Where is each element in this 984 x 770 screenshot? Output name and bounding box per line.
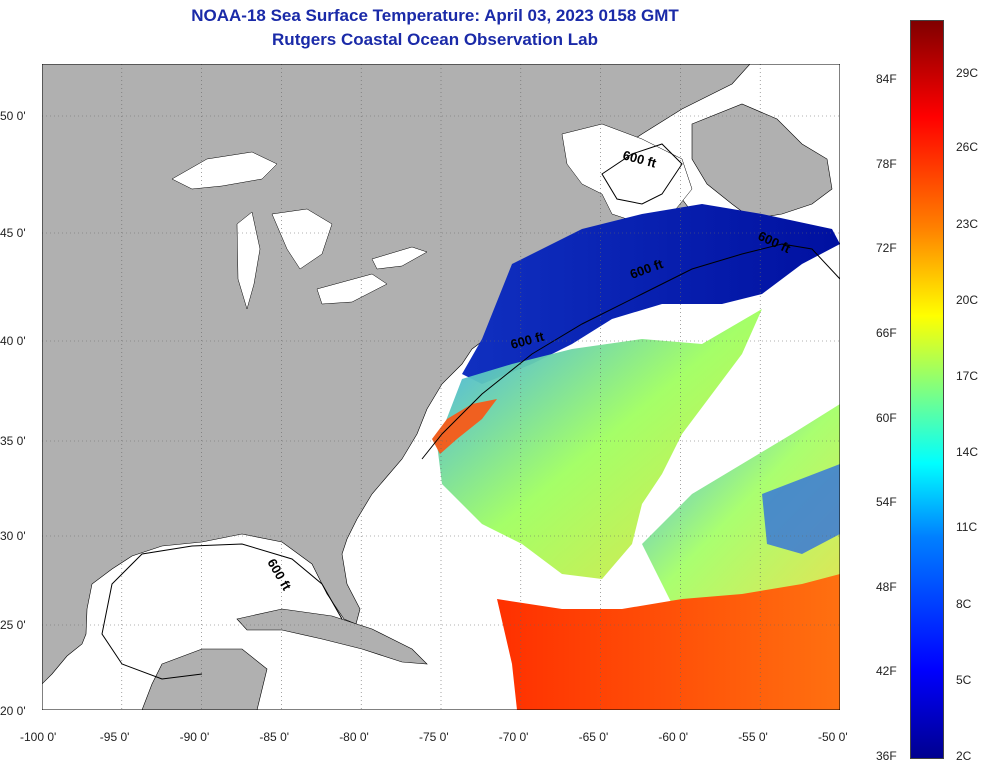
lon-label: -95 0'	[99, 730, 130, 744]
lon-label: -85 0'	[259, 730, 290, 744]
lat-label: 50 0'	[0, 109, 26, 123]
600ft-contour-stlawrence	[601, 143, 683, 205]
sst-mid-band	[437, 309, 762, 579]
colorbar-f-label: 84F	[876, 72, 897, 86]
lon-label: -70 0'	[498, 730, 529, 744]
colorbar-c-label: 20C	[956, 293, 979, 307]
lon-label: -60 0'	[658, 730, 689, 744]
colorbar-c-label: 17C	[956, 369, 979, 383]
gulf-stream	[432, 399, 497, 454]
newfoundland-land	[691, 103, 833, 220]
colorbar-c-label: 23C	[956, 217, 979, 231]
lat-label: 40 0'	[0, 334, 26, 348]
lon-label: -55 0'	[738, 730, 768, 744]
colorbar-f-label: 54F	[876, 495, 897, 509]
colorbar-c-label: 2C	[956, 749, 972, 763]
lon-label: -100 0'	[20, 730, 57, 744]
lat-label: 45 0'	[0, 226, 26, 240]
colorbar-c-label: 14C	[956, 445, 979, 459]
colorbar-c-label: 5C	[956, 673, 972, 687]
lon-label: -50 0'	[818, 730, 848, 744]
sst-south-warm	[497, 574, 840, 710]
lon-label: -80 0'	[339, 730, 369, 744]
lon-label: -75 0'	[419, 730, 449, 744]
lon-label: -90 0'	[179, 730, 210, 744]
colorbar-c-label: 29C	[956, 66, 979, 80]
colorbar-c-label: 26C	[956, 140, 979, 154]
lat-label: 30 0'	[0, 529, 26, 543]
colorbar-c-label: 11C	[956, 520, 978, 534]
lat-label: 35 0'	[0, 434, 26, 448]
colorbar-f-label: 36F	[876, 749, 897, 763]
lat-label: 25 0'	[0, 618, 26, 632]
map-title: NOAA-18 Sea Surface Temperature: April 0…	[191, 6, 679, 25]
map-subtitle: Rutgers Coastal Ocean Observation Lab	[272, 30, 598, 49]
sst-map: 600 ft 600 ft 600 ft 600 ft 600 ft	[42, 64, 840, 710]
lat-label: 20 0'	[0, 704, 26, 718]
colorbar-f-label: 60F	[876, 411, 897, 425]
colorbar-f-label: 42F	[876, 664, 897, 678]
600ft-contour	[101, 243, 840, 680]
colorbar-f-label: 48F	[876, 580, 897, 594]
cuba-land	[236, 608, 428, 665]
colorbar-f-label: 66F	[876, 326, 897, 340]
yucatan-land	[141, 648, 268, 710]
colorbar-f-label: 72F	[876, 241, 897, 255]
colorbar-f-label: 78F	[876, 157, 897, 171]
great-lakes	[171, 151, 428, 310]
sst-east-blue	[762, 464, 840, 554]
lon-label: -65 0'	[578, 730, 609, 744]
sst-east-swath	[642, 404, 840, 609]
temperature-colorbar	[910, 20, 944, 759]
graticule	[42, 64, 840, 710]
colorbar-c-label: 8C	[956, 597, 972, 611]
